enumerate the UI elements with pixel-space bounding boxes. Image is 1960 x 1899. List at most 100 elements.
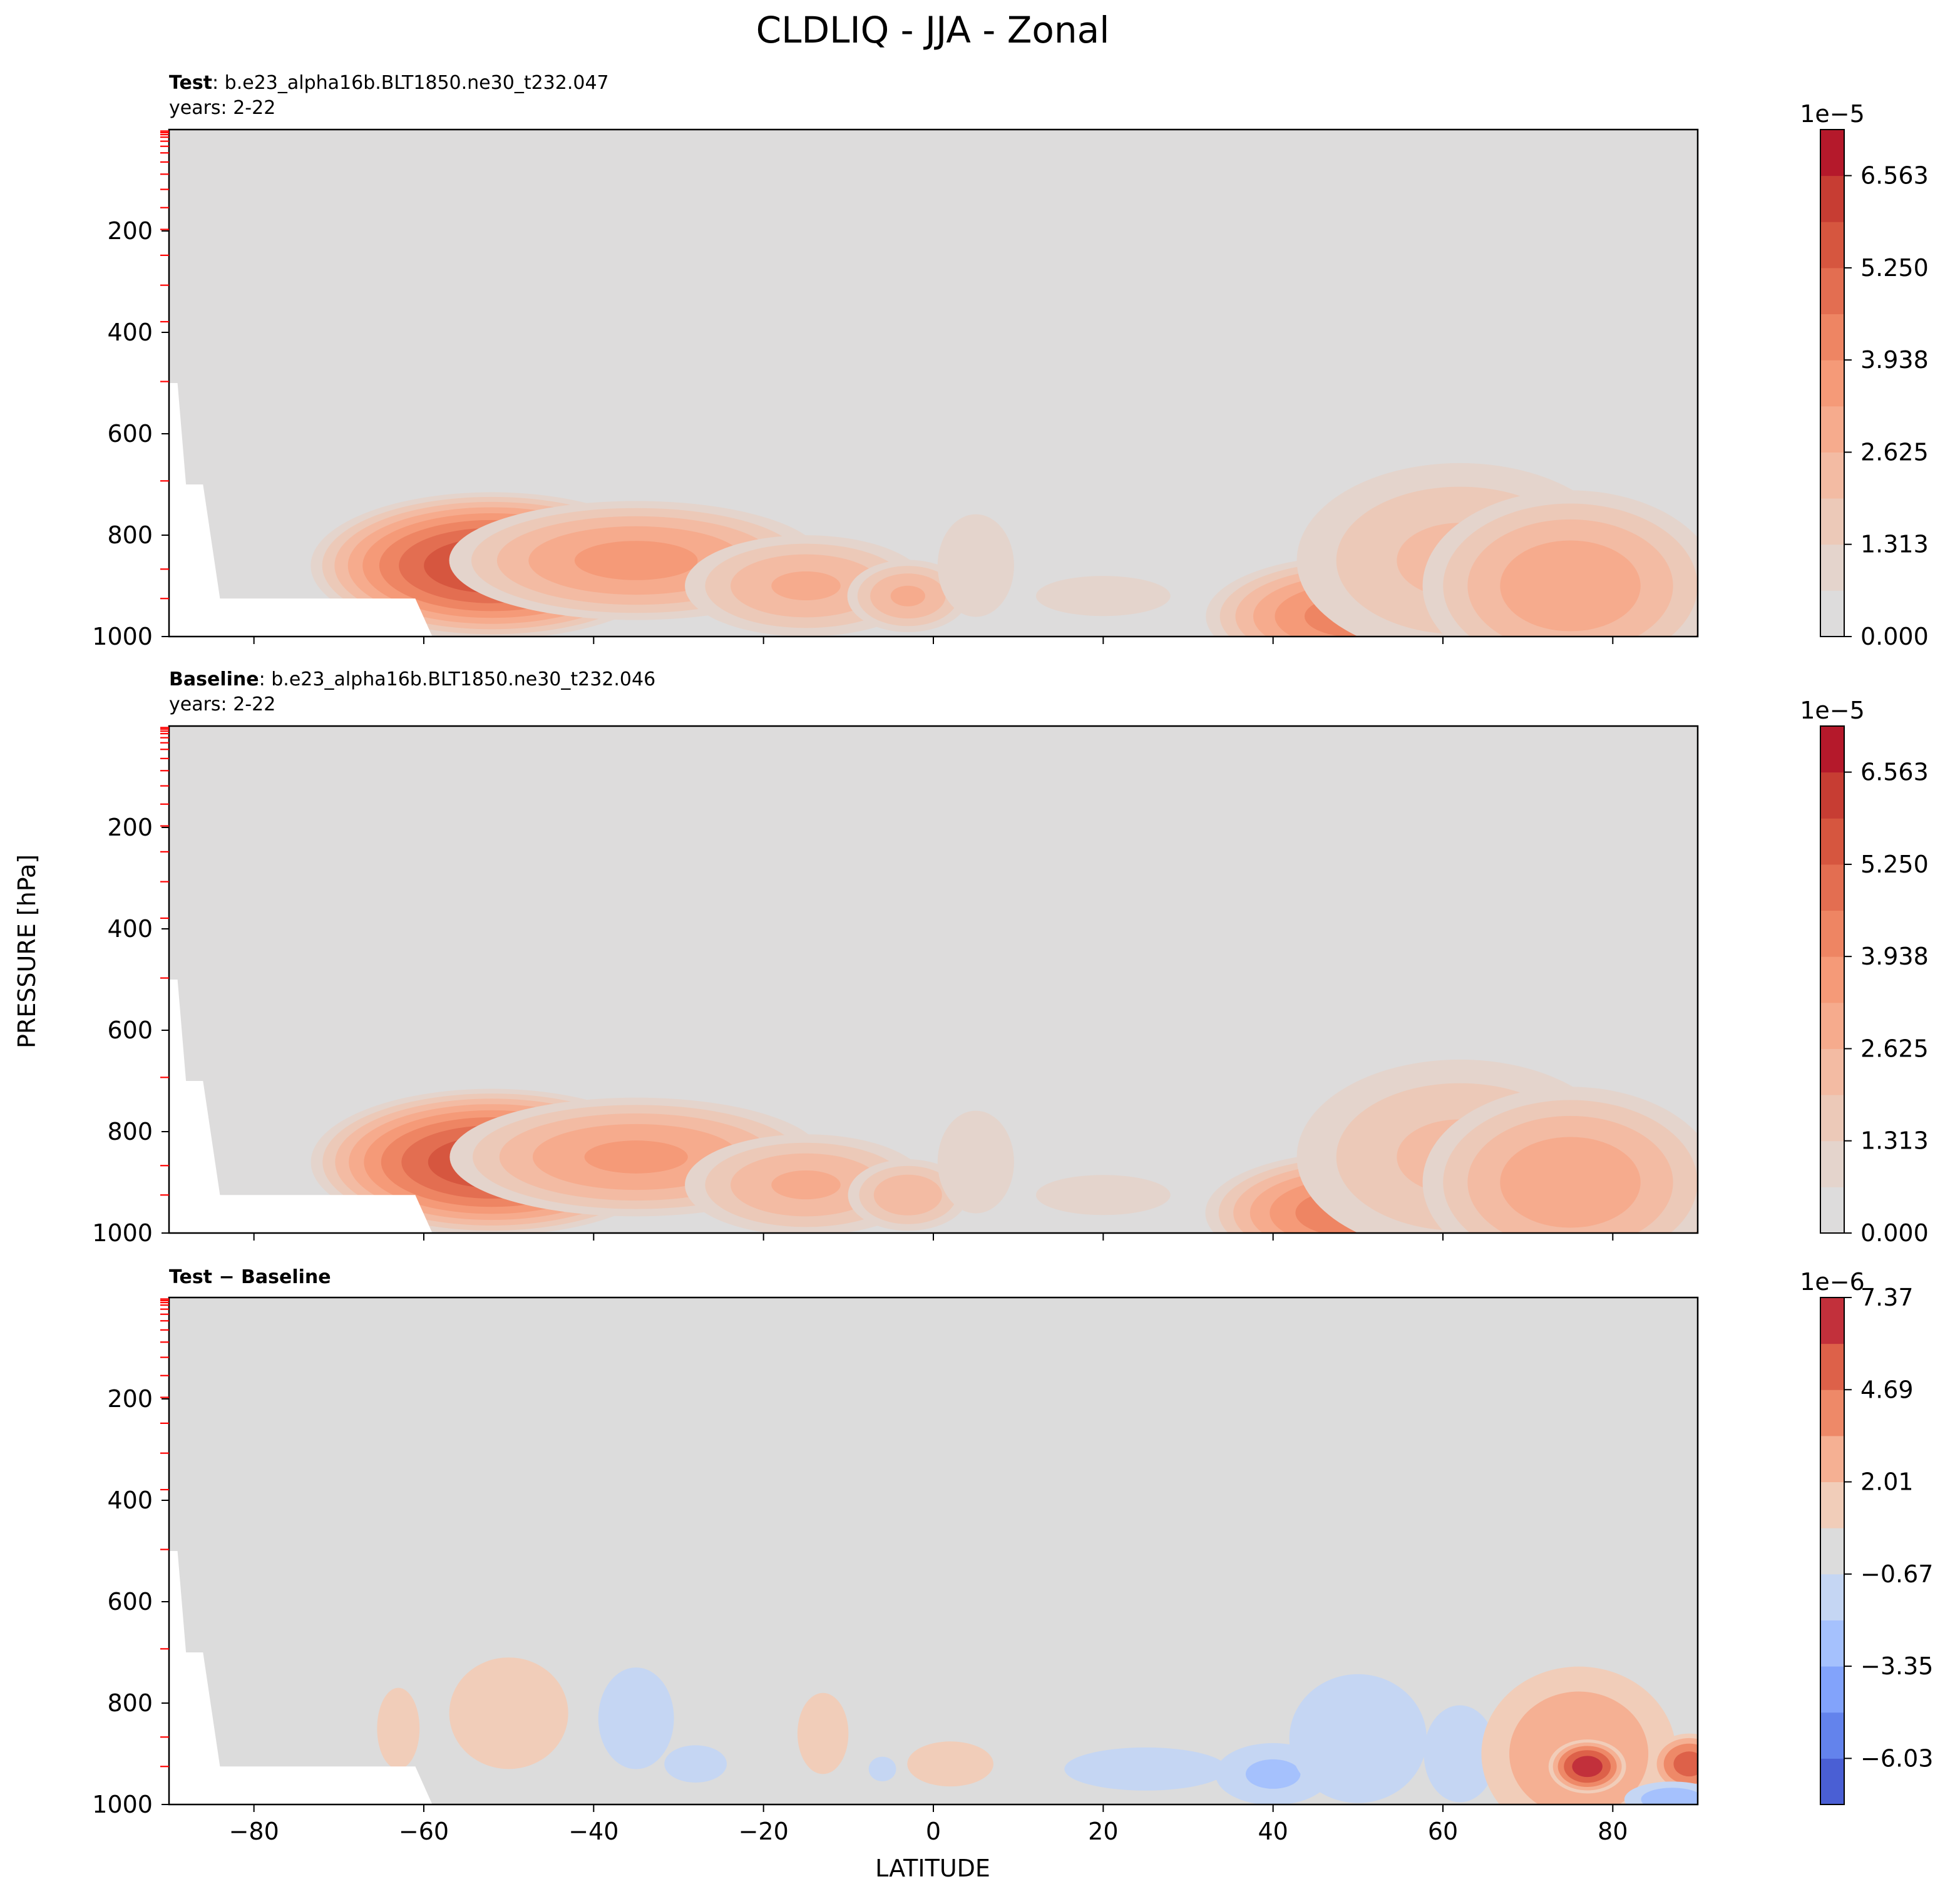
colorbar-segment: [1820, 1298, 1844, 1344]
x-tick-label: 80: [1598, 1818, 1628, 1845]
colorbar-tick-label: 7.37: [1860, 1284, 1914, 1311]
contour-feature-diff-2: [598, 1667, 674, 1769]
panel-case-name: : b.e23_alpha16b.BLT1850.ne30_t232.047: [212, 72, 609, 94]
colorbar-tick-label: 6.563: [1860, 759, 1929, 786]
colorbar-segment: [1820, 772, 1844, 819]
y-tick-label: 400: [107, 1487, 153, 1514]
colorbar-tick-label: 5.250: [1860, 851, 1929, 878]
figure-title: CLDLIQ - JJA - Zonal: [756, 9, 1110, 51]
colorbar-exponent: 1e−6: [1800, 1268, 1865, 1296]
colorbar-segment: [1820, 1712, 1844, 1759]
contour-feature-diff-12: [1548, 1739, 1626, 1794]
colorbar-segment: [1820, 1528, 1844, 1575]
contour-band: [377, 1687, 420, 1769]
contour-feature-test-4: [937, 514, 1014, 617]
colorbar-segment: [1820, 726, 1844, 773]
colorbar-segment: [1820, 130, 1844, 177]
contours-baseline: [310, 1059, 1698, 1233]
colorbar-baseline: 0.000 1.313 2.625 3.938 5.250 6.563 1e−5: [1800, 697, 1929, 1247]
panel-label-bold: Baseline: [169, 668, 259, 690]
contour-feature-diff-0: [377, 1687, 420, 1769]
y-tick-label: 800: [107, 1118, 153, 1145]
y-tick-label: 1000: [92, 623, 153, 650]
contour-feature-test-9: [1422, 490, 1698, 637]
contour-band: [907, 1741, 993, 1787]
panel-title-test: Test: b.e23_alpha16b.BLT1850.ne30_t232.0…: [169, 72, 609, 94]
colorbar-frame: [1820, 129, 1845, 637]
contour-band: [771, 571, 841, 601]
colorbar-exponent: 1e−5: [1800, 100, 1865, 128]
colorbar-segment: [1820, 314, 1844, 361]
x-axis-label: LATITUDE: [875, 1855, 990, 1882]
colorbar-segment: [1820, 818, 1844, 865]
contour-feature-test-5: [1035, 576, 1171, 617]
colorbar-segment: [1820, 1187, 1844, 1234]
y-tick-label: 200: [107, 217, 153, 245]
colorbar-tick-label: 2.625: [1860, 1035, 1929, 1062]
contour-band: [598, 1667, 674, 1769]
colorbar-segment: [1820, 1343, 1844, 1390]
colorbar-segment: [1820, 1002, 1844, 1049]
colorbar-segment: [1820, 1435, 1844, 1483]
colorbar-tick-label: 4.69: [1860, 1376, 1914, 1403]
panel-title-diff: Test − Baseline: [169, 1266, 331, 1288]
colorbar-frame: [1820, 725, 1845, 1234]
colorbar-tick-label: −6.03: [1860, 1744, 1933, 1772]
contour-band: [1424, 1705, 1496, 1803]
x-tick-label: 40: [1258, 1818, 1288, 1845]
colorbar-tick-label: 0.000: [1860, 1219, 1929, 1247]
terrain-mask-diff: [169, 1551, 433, 1804]
colorbar-segment: [1820, 452, 1844, 499]
colorbar-tick-label: 1.313: [1860, 531, 1929, 558]
y-tick-label: 800: [107, 521, 153, 549]
colorbar-tick-label: 3.938: [1860, 943, 1929, 970]
x-tick-label: −20: [739, 1818, 789, 1845]
colorbar-segment: [1820, 267, 1844, 315]
x-tick-label: −80: [229, 1818, 279, 1845]
y-tick-label: 400: [107, 915, 153, 943]
colorbar-segment: [1820, 590, 1844, 637]
y-tick-label: 400: [107, 319, 153, 346]
colorbar-segment: [1820, 544, 1844, 591]
contour-band: [1064, 1747, 1227, 1791]
contour-band: [664, 1745, 727, 1783]
contour-band: [937, 514, 1014, 617]
contour-feature-diff-7: [1064, 1747, 1227, 1791]
contour-band: [797, 1692, 849, 1774]
colorbar-segment: [1820, 910, 1844, 957]
colorbar-tick-label: −3.35: [1860, 1652, 1933, 1680]
contour-feature-test-3: [847, 560, 969, 632]
colorbar-tick-label: 2.01: [1860, 1468, 1914, 1496]
panel-diff: 200 400 600 800 1000 −80 −60 −40 −20 0 20 40 60 80 Tes…: [92, 1266, 1933, 1845]
y-tick-label: 800: [107, 1689, 153, 1717]
colorbar-segment: [1820, 222, 1844, 269]
colorbar-segment: [1820, 956, 1844, 1003]
contour-band: [868, 1756, 896, 1781]
contour-feature-diff-4: [797, 1692, 849, 1774]
y-tick-label: 1000: [92, 1219, 153, 1247]
contour-feature-diff-3: [664, 1745, 727, 1783]
colorbar-tick-label: 5.250: [1860, 254, 1929, 282]
colorbar-tick-label: 0.000: [1860, 623, 1929, 650]
contour-feature-baseline-9: [1422, 1087, 1698, 1233]
contour-band: [890, 585, 925, 607]
colorbar-tick-label: 3.938: [1860, 346, 1929, 374]
contour-band: [1500, 1137, 1641, 1228]
contour-feature-diff-14: [1624, 1781, 1698, 1804]
y-tick-label: 600: [107, 1016, 153, 1044]
contours-diff: [377, 1657, 1698, 1804]
colorbar-segment: [1820, 1666, 1844, 1713]
colorbar-segment: [1820, 1048, 1844, 1095]
contour-feature-diff-1: [449, 1657, 568, 1769]
contour-feature-baseline-4: [937, 1110, 1014, 1214]
x-tick-label: 20: [1088, 1818, 1118, 1845]
colorbar-tick-label: 6.563: [1860, 162, 1929, 190]
y-tick-label: 200: [107, 814, 153, 841]
y-tick-label: 600: [107, 420, 153, 448]
panel-case-name: : b.e23_alpha16b.BLT1850.ne30_t232.046: [259, 668, 656, 690]
colorbar-tick-label: 1.313: [1860, 1127, 1929, 1155]
colorbar-segment: [1820, 1095, 1844, 1142]
colorbar-segment: [1820, 1758, 1844, 1805]
contour-band: [1572, 1756, 1603, 1778]
contour-band: [1673, 1751, 1698, 1777]
